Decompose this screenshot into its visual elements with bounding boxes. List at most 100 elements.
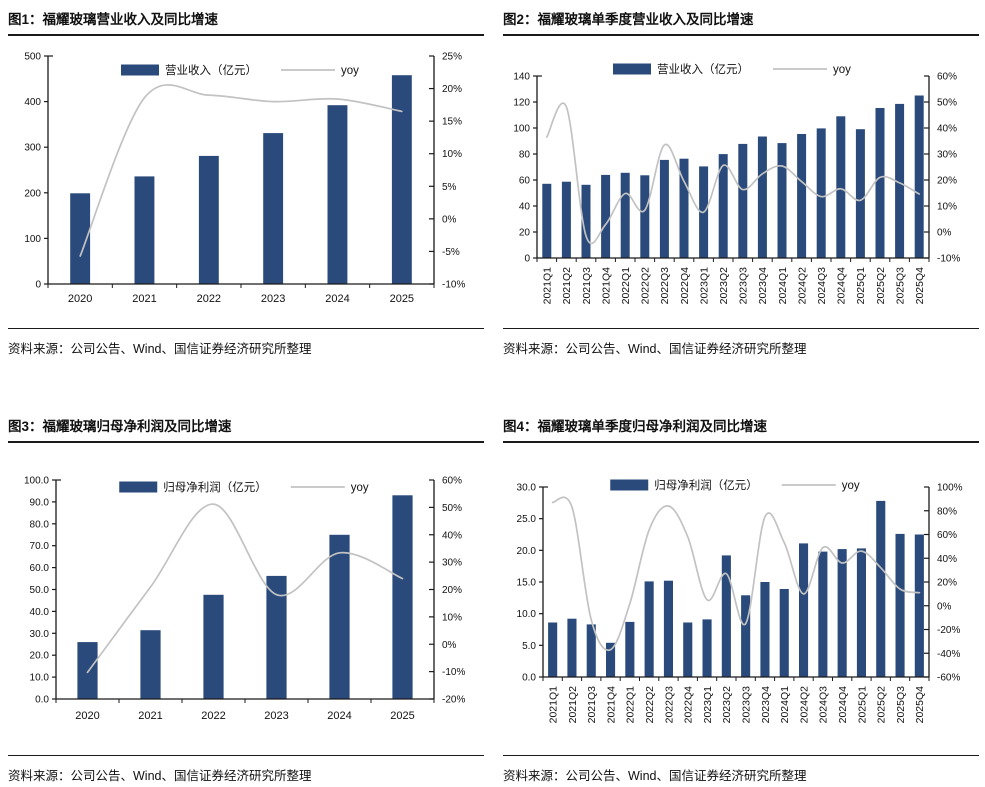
left-axis-tick-label: 40	[519, 202, 531, 213]
revenue-bar	[581, 184, 591, 258]
revenue-bar	[601, 174, 611, 258]
left-axis-tick-label: 100	[513, 124, 530, 135]
revenue-bar	[663, 580, 673, 677]
left-axis-tick-label: 90.0	[30, 497, 50, 508]
revenue-bar	[659, 159, 669, 258]
x-axis-category-label: 2022	[201, 710, 225, 722]
left-axis-tick-label: 0	[35, 280, 41, 291]
right-axis-tick-label: 60%	[442, 476, 462, 487]
right-axis-tick-label: 10%	[442, 149, 462, 160]
legend-bar-swatch	[120, 64, 159, 76]
revenue-bar	[620, 172, 630, 258]
left-axis-tick-label: 0.0	[35, 695, 49, 706]
right-axis-tick-label: 100%	[937, 483, 963, 494]
legend-line-label: yoy	[842, 480, 860, 492]
revenue-bar	[625, 621, 635, 677]
revenue-bar	[392, 495, 413, 699]
left-axis-tick-label: 100.0	[24, 476, 49, 487]
right-axis-tick-label: 20%	[937, 578, 957, 589]
x-axis-category-label: 2023Q1	[702, 686, 714, 724]
x-axis-category-label: 2025Q3	[894, 267, 906, 305]
revenue-bar	[718, 154, 728, 258]
right-axis-tick-label: 0%	[937, 228, 952, 239]
legend-line-label: yoy	[833, 64, 851, 76]
figure-3-title: 图3：福耀玻璃归母净利润及同比增速	[8, 413, 484, 443]
legend-bar-label: 归母净利润（亿元）	[163, 480, 267, 494]
x-axis-category-label: 2025Q4	[914, 686, 926, 724]
left-axis-tick-label: 20.0	[517, 546, 537, 557]
x-axis-category-label: 2024Q4	[836, 267, 848, 305]
x-axis-category-label: 2022Q3	[659, 267, 671, 305]
x-axis-category-label: 2022	[197, 293, 221, 305]
left-axis-tick-label: 120	[513, 98, 530, 109]
figure-1-chart-canvas: 0 100 200 300 400 500 -10% -5% 0% 5% 10% 15% 20% 25% 2…	[24, 52, 465, 306]
right-axis-tick-label: 40%	[937, 124, 957, 135]
left-axis-tick-label: 60.0	[30, 563, 50, 574]
x-axis-category-label: 2024Q1	[779, 686, 791, 724]
figure-3-chart: 0.0 10.0 20.0 30.0 40.0 50.0 60.0 70.0 80.0 90.0 1…	[8, 447, 484, 753]
x-axis-category-label: 2022Q2	[644, 686, 656, 724]
left-axis-tick-label: 30.0	[517, 483, 537, 494]
left-axis-tick-label: 20	[519, 228, 531, 239]
revenue-bar	[895, 103, 905, 259]
x-axis-category-label: 2020	[75, 710, 99, 722]
left-axis-tick-label: 10.0	[30, 673, 50, 684]
right-axis-tick-label: 50%	[442, 503, 462, 514]
right-axis-tick-label: 0%	[442, 640, 457, 651]
revenue-bar	[567, 618, 577, 677]
x-axis-category-label: 2024	[327, 710, 351, 722]
left-axis-tick-label: 400	[24, 97, 41, 108]
revenue-bar	[856, 548, 866, 677]
left-axis-tick-label: 50.0	[30, 585, 50, 596]
figure-1-chart: 0 100 200 300 400 500 -10% -5% 0% 5% 10% 15% 20% 25% 2…	[8, 40, 484, 326]
right-axis-tick-label: 40%	[442, 530, 462, 541]
revenue-bar	[799, 543, 809, 677]
x-axis-category-label: 2024Q2	[798, 686, 810, 724]
x-axis-category-label: 2022Q4	[679, 267, 691, 305]
yoy-line	[79, 84, 403, 257]
right-axis-tick-label: 5%	[442, 182, 457, 193]
x-axis-category-label: 2021	[132, 293, 156, 305]
yoy-line	[551, 496, 921, 652]
revenue-bar	[779, 589, 789, 677]
figure-2-source-note: 资料来源：公司公告、Wind、国信证券经济研究所整理	[503, 328, 979, 357]
x-axis-category-label: 2023Q4	[760, 686, 772, 724]
revenue-bar	[818, 551, 828, 677]
right-axis-tick-label: -20%	[442, 695, 465, 706]
x-axis-category-label: 2025Q1	[855, 267, 867, 305]
revenue-bar	[134, 176, 155, 284]
left-axis-tick-label: 140	[513, 72, 530, 83]
figure-panel-4: 图4：福耀玻璃单季度归母净利润及同比增速 0.0 5.0 10.0 15.0 20.0 2…	[503, 413, 979, 784]
revenue-bar	[875, 108, 885, 258]
x-axis-category-label: 2021Q3	[581, 267, 593, 305]
x-axis-category-label: 2020	[68, 293, 92, 305]
right-axis-tick-label: 30%	[937, 150, 957, 161]
x-axis-category-label: 2024Q2	[796, 267, 808, 305]
x-axis-category-label: 2024Q4	[837, 686, 849, 724]
x-axis-category-label: 2024	[325, 293, 349, 305]
figure-4-title: 图4：福耀玻璃单季度归母净利润及同比增速	[503, 413, 979, 443]
revenue-bar	[542, 183, 552, 258]
revenue-bar	[640, 175, 650, 258]
x-axis-category-label: 2023Q2	[718, 267, 730, 305]
figure-3-source-note: 资料来源：公司公告、Wind、国信证券经济研究所整理	[8, 755, 484, 784]
revenue-bar	[77, 642, 98, 699]
right-axis-tick-label: 20%	[937, 176, 957, 187]
x-axis-category-label: 2021	[138, 710, 162, 722]
right-axis-tick-label: 0%	[442, 214, 457, 225]
x-axis-category-label: 2025Q1	[856, 686, 868, 724]
right-axis-tick-label: -5%	[442, 247, 460, 258]
x-axis-category-label: 2021Q2	[567, 686, 579, 724]
x-axis-category-label: 2021Q4	[605, 686, 617, 724]
x-axis-category-label: 2023Q1	[698, 267, 710, 305]
figure-panel-3: 图3：福耀玻璃归母净利润及同比增速 0.0 10.0 20.0 30.0 40.0 50.…	[8, 413, 484, 784]
revenue-bar	[391, 75, 412, 284]
figure-4-chart: 0.0 5.0 10.0 15.0 20.0 25.0 30.0 -60% -40% -20% 0%…	[503, 447, 979, 753]
figure-2-chart: 0 20 40 60 80 100 120 140 -10% 0% 10% 20% 30% 40% 50% 6…	[503, 40, 979, 326]
left-axis-tick-label: 300	[24, 143, 41, 154]
legend-bar-label: 归母净利润（亿元）	[654, 478, 758, 492]
left-axis-tick-label: 15.0	[517, 578, 537, 589]
right-axis-tick-label: 0%	[937, 601, 952, 612]
right-axis-tick-label: 40%	[937, 554, 957, 565]
revenue-bar	[757, 136, 767, 258]
